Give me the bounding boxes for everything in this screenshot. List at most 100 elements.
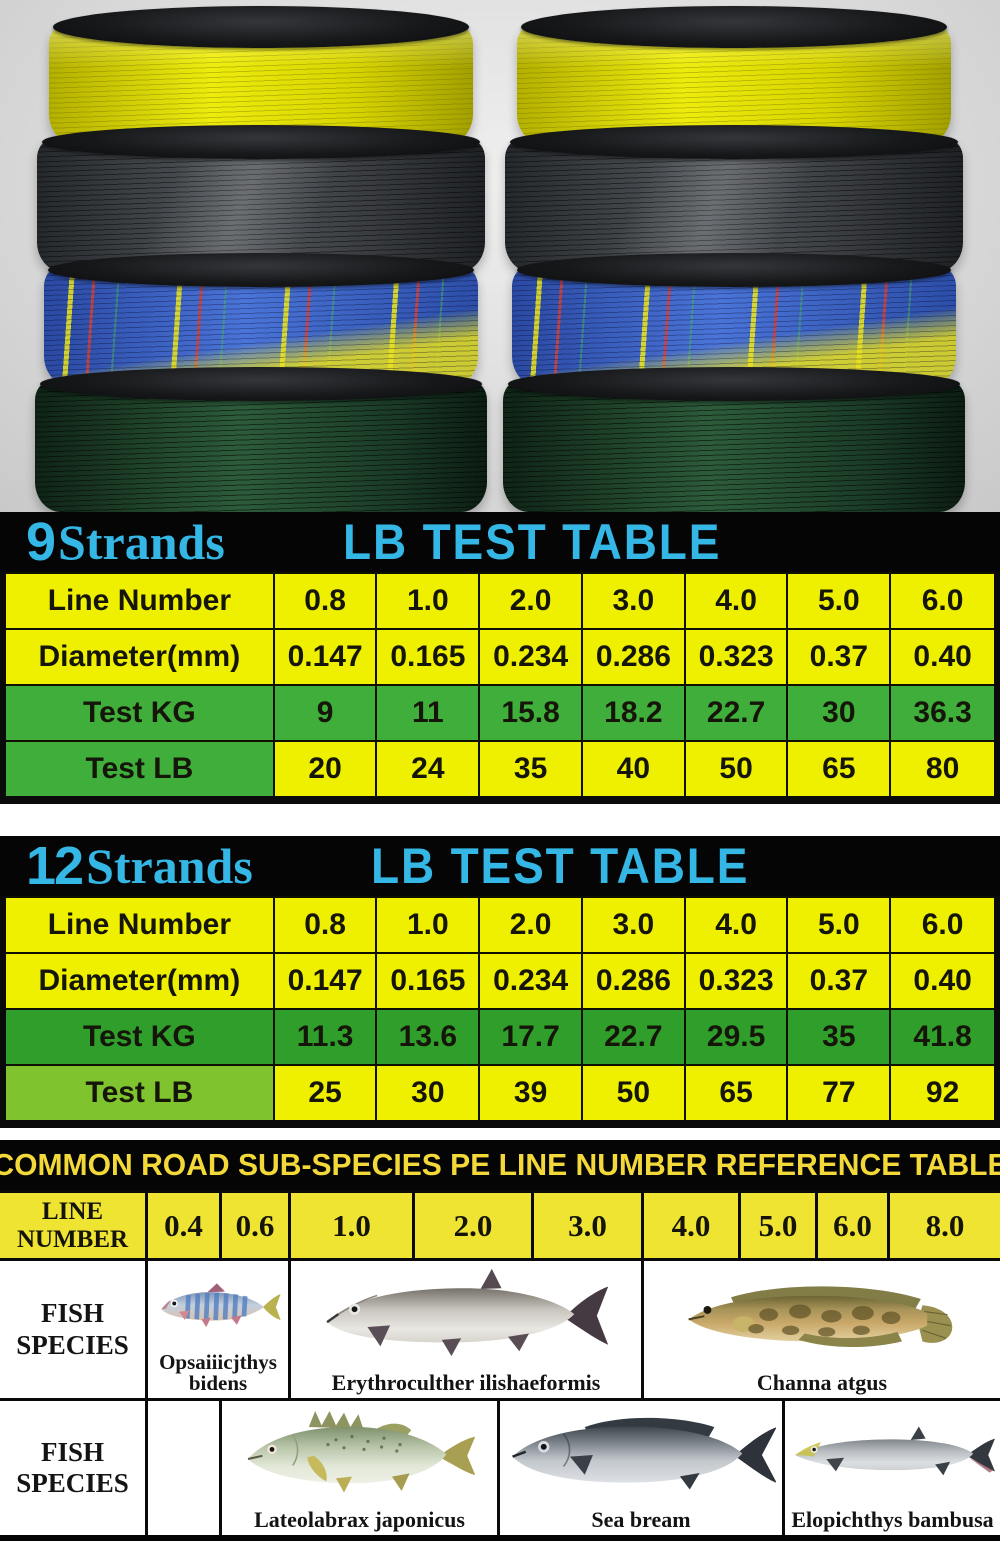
line-number-cell: 4.0 <box>644 1193 741 1258</box>
line-number-label: LINE NUMBER <box>0 1193 148 1258</box>
cell: 1.0 <box>377 574 481 628</box>
cell: 50 <box>582 1066 686 1120</box>
cell: 35 <box>480 742 583 796</box>
line-number-cell: 2.0 <box>415 1193 534 1258</box>
cell: 30 <box>788 686 892 740</box>
cell: 20 <box>274 742 378 796</box>
table-body: Line Number 0.8 1.0 2.0 3.0 4.0 5.0 6.0 … <box>0 572 1000 804</box>
spool-yellow <box>48 6 474 144</box>
cell: 0.40 <box>891 954 994 1008</box>
table-title: LB TEST TABLE <box>342 514 722 570</box>
cell: 65 <box>685 1066 789 1120</box>
strands-number: 9 <box>26 512 56 572</box>
cell: 24 <box>377 742 481 796</box>
cell: 0.165 <box>377 630 481 684</box>
lateolabrax-fish-image <box>222 1401 497 1509</box>
cell: 22.7 <box>685 686 789 740</box>
cell: 0.323 <box>685 630 789 684</box>
table-header: 9 Strands LB TEST TABLE <box>0 512 1000 572</box>
channa-fish-image <box>644 1261 1000 1372</box>
fish-cell-elopichthys: Elopichthys bambusa <box>785 1401 1000 1535</box>
line-number-cell: 3.0 <box>534 1193 644 1258</box>
cell: 80 <box>891 742 994 796</box>
sea-bream-fish-image <box>500 1401 782 1509</box>
cell: 36.3 <box>891 686 994 740</box>
cell: 41.8 <box>891 1010 994 1064</box>
strands-word: Strands <box>58 514 225 570</box>
table-row: Test LB 25 30 39 50 65 77 92 <box>6 1064 994 1120</box>
fish-cell-opsariichthys: Opsaiiicjthys bidens <box>148 1261 291 1398</box>
row-label: Diameter(mm) <box>6 954 275 1008</box>
fish-cell-sea-bream: Sea bream <box>500 1401 785 1535</box>
cell: 0.40 <box>891 630 994 684</box>
strands-word: Strands <box>86 838 253 894</box>
cell: 17.7 <box>480 1010 583 1064</box>
cell: 0.8 <box>274 898 378 952</box>
table-row: Test KG 9 11 15.8 18.2 22.7 30 36.3 <box>6 684 994 740</box>
fish-table-title: COMMON ROAD SUB-SPECIES PE LINE NUMBER R… <box>0 1147 1000 1182</box>
fish-cell-channa: Channa atgus <box>644 1261 1000 1398</box>
fish-species-label: FISH SPECIES <box>0 1261 148 1398</box>
cell: 11.3 <box>274 1010 378 1064</box>
lb-test-table-9-strands: 9 Strands LB TEST TABLE Line Number 0.8 … <box>0 512 1000 804</box>
cell: 4.0 <box>685 898 789 952</box>
line-number-row: LINE NUMBER 0.4 0.6 1.0 2.0 3.0 4.0 5.0 … <box>0 1190 1000 1258</box>
table-header: 12 Strands LB TEST TABLE <box>0 836 1000 896</box>
cell: 0.8 <box>274 574 378 628</box>
cell: 92 <box>891 1066 994 1120</box>
cell: 0.234 <box>480 630 583 684</box>
fish-species-row-1: FISH SPECIES <box>0 1258 1000 1398</box>
cell: 1.0 <box>377 898 481 952</box>
cell: 4.0 <box>685 574 789 628</box>
empty-cell <box>148 1401 222 1535</box>
cell: 22.7 <box>582 1010 686 1064</box>
table-row: Diameter(mm) 0.147 0.165 0.234 0.286 0.3… <box>6 952 994 1008</box>
fish-caption: Lateolabrax japonicus <box>254 1507 465 1532</box>
spool-dark-green <box>35 367 487 512</box>
strands-number: 12 <box>26 836 84 896</box>
line-number-cell: 5.0 <box>741 1193 818 1258</box>
table-row: Test KG 11.3 13.6 17.7 22.7 29.5 35 41.8 <box>6 1008 994 1064</box>
spool-stack-right <box>503 6 965 512</box>
line-number-cell: 0.6 <box>222 1193 291 1258</box>
table-row: Test LB 20 24 35 40 50 65 80 <box>6 740 994 796</box>
cell: 3.0 <box>582 898 686 952</box>
cell: 77 <box>788 1066 892 1120</box>
cell: 13.6 <box>377 1010 481 1064</box>
lb-test-table-12-strands: 12 Strands LB TEST TABLE Line Number 0.8… <box>0 836 1000 1128</box>
table-row: Line Number 0.8 1.0 2.0 3.0 4.0 5.0 6.0 <box>6 572 994 628</box>
cell: 6.0 <box>891 574 994 628</box>
cell: 18.2 <box>582 686 686 740</box>
table-body: Line Number 0.8 1.0 2.0 3.0 4.0 5.0 6.0 … <box>0 896 1000 1128</box>
erythroculther-fish-image <box>291 1261 641 1372</box>
cell: 9 <box>274 686 378 740</box>
cell: 3.0 <box>582 574 686 628</box>
fish-caption: Opsaiiicjthys bidens <box>159 1350 277 1395</box>
spacer <box>0 1128 1000 1140</box>
line-number-cell: 0.4 <box>148 1193 222 1258</box>
fish-caption: Channa atgus <box>756 1370 888 1395</box>
row-label: Line Number <box>6 574 275 628</box>
cell: 25 <box>274 1066 378 1120</box>
cell: 11 <box>377 686 481 740</box>
cell: 0.165 <box>377 954 481 1008</box>
cell: 15.8 <box>480 686 583 740</box>
cell: 0.286 <box>582 630 686 684</box>
cell: 35 <box>788 1010 892 1064</box>
cell: 6.0 <box>891 898 994 952</box>
row-label: Test KG <box>6 1010 275 1064</box>
fish-reference-table: COMMON ROAD SUB-SPECIES PE LINE NUMBER R… <box>0 1140 1000 1541</box>
row-label: Test KG <box>6 686 275 740</box>
row-label: Diameter(mm) <box>6 630 275 684</box>
cell: 30 <box>377 1066 481 1120</box>
elopichthys-fish-image <box>785 1401 1000 1509</box>
spool-dark-gray <box>37 125 485 272</box>
table-row: Line Number 0.8 1.0 2.0 3.0 4.0 5.0 6.0 <box>6 896 994 952</box>
cell: 5.0 <box>788 898 892 952</box>
spool-yellow <box>516 6 952 144</box>
line-number-cell: 6.0 <box>818 1193 890 1258</box>
fish-caption: Sea bream <box>591 1507 691 1532</box>
row-label: Test LB <box>6 742 275 796</box>
line-number-cell: 1.0 <box>291 1193 415 1258</box>
fish-cell-erythroculther: Erythroculther ilishaeformis <box>291 1261 644 1398</box>
